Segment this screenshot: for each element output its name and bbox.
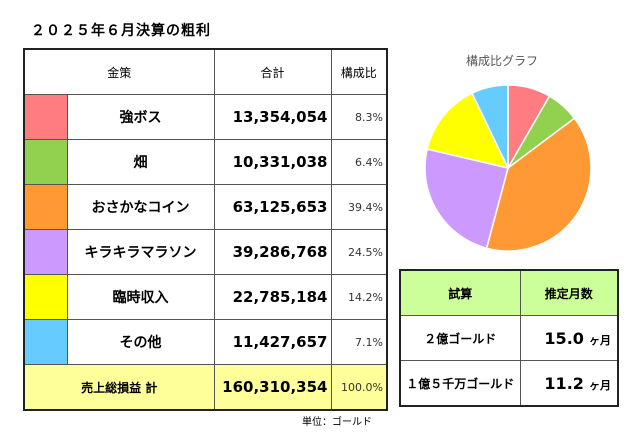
unit-label: 単位：ゴールド: [302, 417, 372, 428]
header-months: 推定月数: [519, 269, 619, 316]
table-row: その他 11,427,657 7.1%: [23, 319, 388, 365]
source-total: 63,125,653: [213, 184, 332, 230]
source-name: キラキラマラソン: [66, 229, 215, 275]
sum-label: 売上総損益 計: [23, 364, 215, 411]
estimate-label: ２億ゴールド: [399, 315, 521, 361]
color-swatch: [23, 274, 68, 320]
estimate-label: １億５千万ゴールド: [399, 360, 521, 407]
estimate-months: 15.0: [544, 328, 584, 348]
color-swatch: [23, 319, 68, 365]
color-swatch: [23, 184, 68, 230]
sum-row: 売上総損益 計 160,310,354 100.0%: [23, 364, 388, 411]
pie-title: 構成比グラフ: [466, 54, 539, 68]
table-row: おさかなコイン 63,125,653 39.4%: [23, 184, 388, 230]
sum-total: 160,310,354: [213, 364, 332, 411]
page-title: ２０２５年６月決算の粗利: [31, 23, 211, 39]
estimate-row: １億５千万ゴールド 11.2 ヶ月: [399, 360, 619, 407]
color-swatch: [23, 139, 68, 185]
source-name: 畑: [66, 139, 215, 185]
table-row: キラキラマラソン 39,286,768 24.5%: [23, 229, 388, 275]
pie-slice: [471, 84, 509, 169]
profit-table: 金策 合計 構成比 強ボス 13,354,054 8.3% 畑 10,331,0…: [23, 48, 388, 411]
color-swatch: [23, 229, 68, 275]
source-total: 13,354,054: [213, 94, 332, 140]
source-total: 39,286,768: [213, 229, 332, 275]
source-ratio: 7.1%: [330, 319, 388, 365]
source-total: 22,785,184: [213, 274, 332, 320]
pie-slice: [424, 148, 509, 250]
source-ratio: 6.4%: [330, 139, 388, 185]
estimate-row: ２億ゴールド 15.0 ヶ月: [399, 315, 619, 361]
table-row: 臨時収入 22,785,184 14.2%: [23, 274, 388, 320]
estimate-table: 試算 推定月数 ２億ゴールド 15.0 ヶ月 １億５千万ゴールド 11.2 ヶ月: [399, 269, 619, 407]
header-total: 合計: [213, 48, 332, 95]
source-ratio: 8.3%: [330, 94, 388, 140]
table-header: 金策 合計 構成比: [23, 48, 388, 95]
source-name: おさかなコイン: [66, 184, 215, 230]
header-estimate: 試算: [399, 269, 521, 316]
table-row: 畑 10,331,038 6.4%: [23, 139, 388, 185]
estimate-header: 試算 推定月数: [399, 269, 619, 316]
pie-slice: [426, 92, 510, 170]
table-row: 強ボス 13,354,054 8.3%: [23, 94, 388, 140]
header-source: 金策: [23, 48, 215, 95]
estimate-months: 11.2: [544, 373, 584, 393]
sum-ratio: 100.0%: [330, 364, 388, 411]
months-suffix: ヶ月: [589, 378, 611, 392]
pie-slice: [485, 117, 592, 252]
source-name: その他: [66, 319, 215, 365]
months-suffix: ヶ月: [589, 333, 611, 347]
header-ratio: 構成比: [330, 48, 388, 95]
source-name: 臨時収入: [66, 274, 215, 320]
